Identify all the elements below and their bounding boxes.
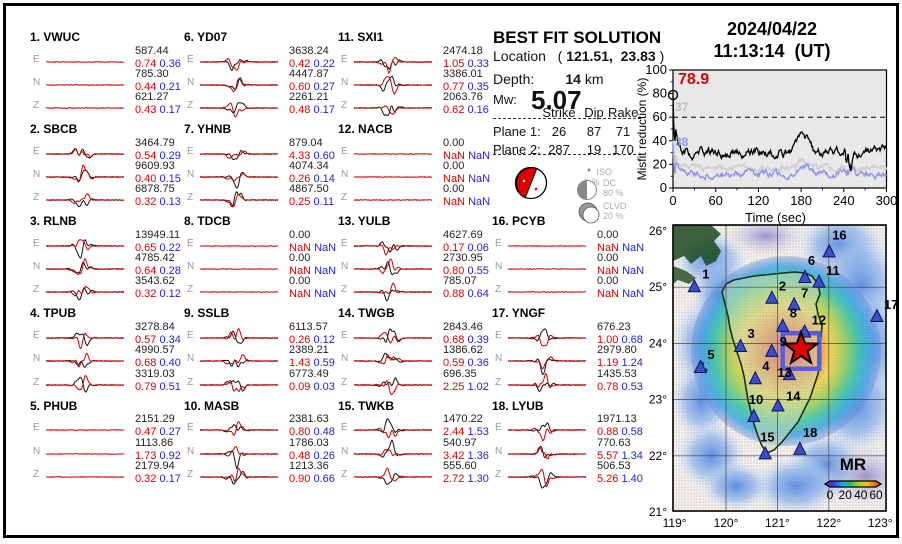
svg-text:2: 2	[779, 279, 786, 294]
svg-text:123°: 123°	[868, 516, 893, 530]
svg-text:17: 17	[884, 297, 898, 312]
svg-text:18: 18	[803, 425, 817, 440]
svg-text:26°: 26°	[649, 224, 667, 238]
svg-text:20: 20	[839, 488, 853, 502]
svg-text:1: 1	[702, 266, 709, 281]
svg-text:40: 40	[854, 488, 868, 502]
svg-text:21°: 21°	[649, 505, 667, 519]
svg-text:60: 60	[869, 488, 883, 502]
svg-text:11: 11	[826, 263, 840, 278]
svg-text:6: 6	[808, 253, 815, 268]
svg-text:24°: 24°	[649, 336, 667, 350]
svg-text:9: 9	[780, 334, 787, 349]
svg-text:122°: 122°	[816, 516, 841, 530]
svg-text:0: 0	[827, 488, 834, 502]
svg-text:7: 7	[801, 285, 808, 300]
svg-text:23°: 23°	[649, 393, 667, 407]
svg-text:120°: 120°	[714, 516, 739, 530]
svg-text:4: 4	[762, 358, 770, 373]
svg-text:13: 13	[777, 365, 791, 380]
svg-text:14: 14	[786, 389, 801, 404]
svg-text:10: 10	[749, 392, 763, 407]
svg-text:3: 3	[748, 326, 755, 341]
svg-text:12: 12	[812, 313, 826, 328]
svg-text:MR: MR	[840, 455, 866, 474]
svg-text:121°: 121°	[765, 516, 790, 530]
svg-text:16: 16	[832, 227, 846, 242]
svg-text:8: 8	[790, 306, 797, 321]
svg-text:25°: 25°	[649, 280, 667, 294]
svg-text:5: 5	[707, 347, 714, 362]
svg-text:22°: 22°	[649, 449, 667, 463]
svg-text:15: 15	[760, 429, 774, 444]
